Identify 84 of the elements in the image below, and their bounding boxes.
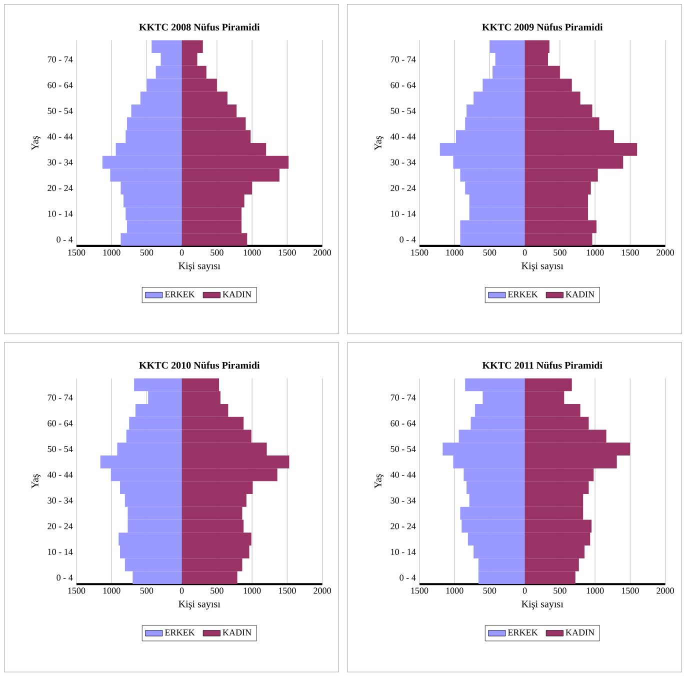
y-tick-label: 40 - 44 <box>390 472 416 478</box>
x-tick-label: 1500 <box>411 249 428 256</box>
y-tick-label: 60 - 64 <box>390 82 416 88</box>
x-axis-title: Kişi sayısı <box>178 600 220 610</box>
y-tick-label: 10 - 14 <box>391 210 416 217</box>
x-tick-label: 0 <box>522 249 527 256</box>
y-tick-label: 60 - 64 <box>48 82 73 88</box>
y-tick-label: 10 - 14 <box>48 548 73 555</box>
y-tick-label: 0 - 4 <box>56 236 73 242</box>
y-tick-label: 20 - 24 <box>390 523 416 530</box>
x-axis-title: Kişi sayısı <box>178 262 220 272</box>
y-tick-label: 50 - 54 <box>390 108 416 114</box>
x-tick-label: 2000 <box>314 587 331 594</box>
chart-title: KKTC 2011 Nüfus Piramidi <box>482 361 602 369</box>
y-tick-label: 0 - 4 <box>400 574 416 581</box>
x-tick-label: 2000 <box>656 249 674 256</box>
y-tick-label: 30 - 34 <box>390 159 416 166</box>
x-tick-label: 500 <box>554 587 566 594</box>
y-tick-label: 70 - 74 <box>390 56 416 62</box>
x-tick-label: 1500 <box>68 249 86 256</box>
x-tick-label: 1000 <box>586 587 604 594</box>
x-tick-label: 2000 <box>656 587 674 594</box>
x-tick-label: 500 <box>210 587 224 594</box>
x-tick-label: 0 <box>180 587 184 594</box>
x-tick-label: 1500 <box>622 249 639 256</box>
y-tick-label: 50 - 54 <box>48 446 73 452</box>
x-tick-label: 500 <box>483 249 496 256</box>
chart-title: KKTC 2010 Nüfus Piramidi <box>139 361 260 369</box>
x-tick-label: 1000 <box>244 587 261 594</box>
chart-title: KKTC 2008 Nüfus Piramidi <box>139 23 260 30</box>
y-tick-label: 30 - 34 <box>48 159 73 166</box>
x-tick-label: 1000 <box>446 587 464 594</box>
y-tick-label: 70 - 74 <box>390 394 416 400</box>
x-tick-label: 1000 <box>103 587 120 594</box>
legend-label: KADIN <box>566 629 594 636</box>
y-tick-label: 70 - 74 <box>48 56 73 62</box>
x-tick-label: 1500 <box>278 587 296 594</box>
x-axis-title: Kişi sayısı <box>522 262 564 272</box>
legend-label: KADIN <box>222 629 252 636</box>
y-tick-label: 70 - 74 <box>48 394 73 400</box>
y-tick-label: 50 - 54 <box>390 446 416 452</box>
x-tick-label: 500 <box>140 587 154 594</box>
legend-label: ERKEK <box>164 291 195 298</box>
x-tick-label: 0 <box>180 249 184 256</box>
x-tick-label: 1500 <box>622 587 639 594</box>
x-tick-label: 1500 <box>278 249 296 256</box>
chart-title: KKTC 2009 Nüfus Piramidi <box>482 23 603 30</box>
y-axis-title: Yaş <box>32 474 40 488</box>
legend-label: ERKEK <box>164 629 195 636</box>
x-tick-label: 1500 <box>68 587 86 594</box>
x-tick-label: 1000 <box>446 249 464 256</box>
y-tick-label: 40 - 44 <box>47 133 73 140</box>
x-tick-label: 1000 <box>244 249 261 256</box>
y-tick-label: 50 - 54 <box>48 108 73 114</box>
x-tick-label: 1000 <box>586 249 604 256</box>
x-tick-label: 1000 <box>103 249 120 256</box>
y-tick-label: 20 - 24 <box>48 184 73 191</box>
y-axis-title: Yaş <box>374 136 384 150</box>
x-tick-label: 0 <box>522 587 527 594</box>
y-tick-label: 30 - 34 <box>48 497 73 504</box>
x-tick-label: 1500 <box>411 587 428 594</box>
y-tick-label: 40 - 44 <box>47 472 73 478</box>
y-tick-label: 0 - 4 <box>56 574 73 581</box>
x-tick-label: 500 <box>140 249 154 256</box>
legend-label: ERKEK <box>508 291 538 298</box>
y-tick-label: 10 - 14 <box>391 548 416 555</box>
x-axis-title: Kişi sayısı <box>522 600 564 610</box>
y-axis-title: Yaş <box>374 474 384 488</box>
y-tick-label: 60 - 64 <box>390 420 416 426</box>
x-tick-label: 500 <box>210 249 224 256</box>
y-tick-label: 40 - 44 <box>390 133 416 140</box>
y-tick-label: 10 - 14 <box>48 210 73 217</box>
y-tick-label: 30 - 34 <box>390 497 416 504</box>
y-tick-label: 20 - 24 <box>390 184 416 191</box>
y-tick-label: 60 - 64 <box>48 420 73 426</box>
x-tick-label: 2000 <box>314 249 331 256</box>
x-tick-label: 500 <box>483 587 496 594</box>
legend-label: KADIN <box>222 291 252 298</box>
y-axis-title: Yaş <box>32 136 40 150</box>
x-tick-label: 500 <box>554 249 566 256</box>
legend-label: KADIN <box>566 291 594 298</box>
y-tick-label: 0 - 4 <box>400 236 416 242</box>
legend-label: ERKEK <box>508 629 538 636</box>
y-tick-label: 20 - 24 <box>48 523 73 530</box>
